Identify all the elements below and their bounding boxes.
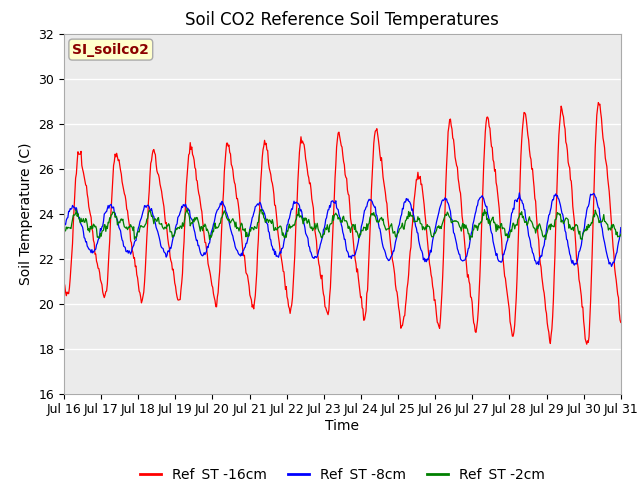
Legend: Ref_ST -16cm, Ref_ST -8cm, Ref_ST -2cm: Ref_ST -16cm, Ref_ST -8cm, Ref_ST -2cm	[134, 462, 550, 480]
Title: Soil CO2 Reference Soil Temperatures: Soil CO2 Reference Soil Temperatures	[186, 11, 499, 29]
Y-axis label: Soil Temperature (C): Soil Temperature (C)	[19, 143, 33, 285]
Text: SI_soilco2: SI_soilco2	[72, 43, 149, 57]
X-axis label: Time: Time	[325, 419, 360, 433]
